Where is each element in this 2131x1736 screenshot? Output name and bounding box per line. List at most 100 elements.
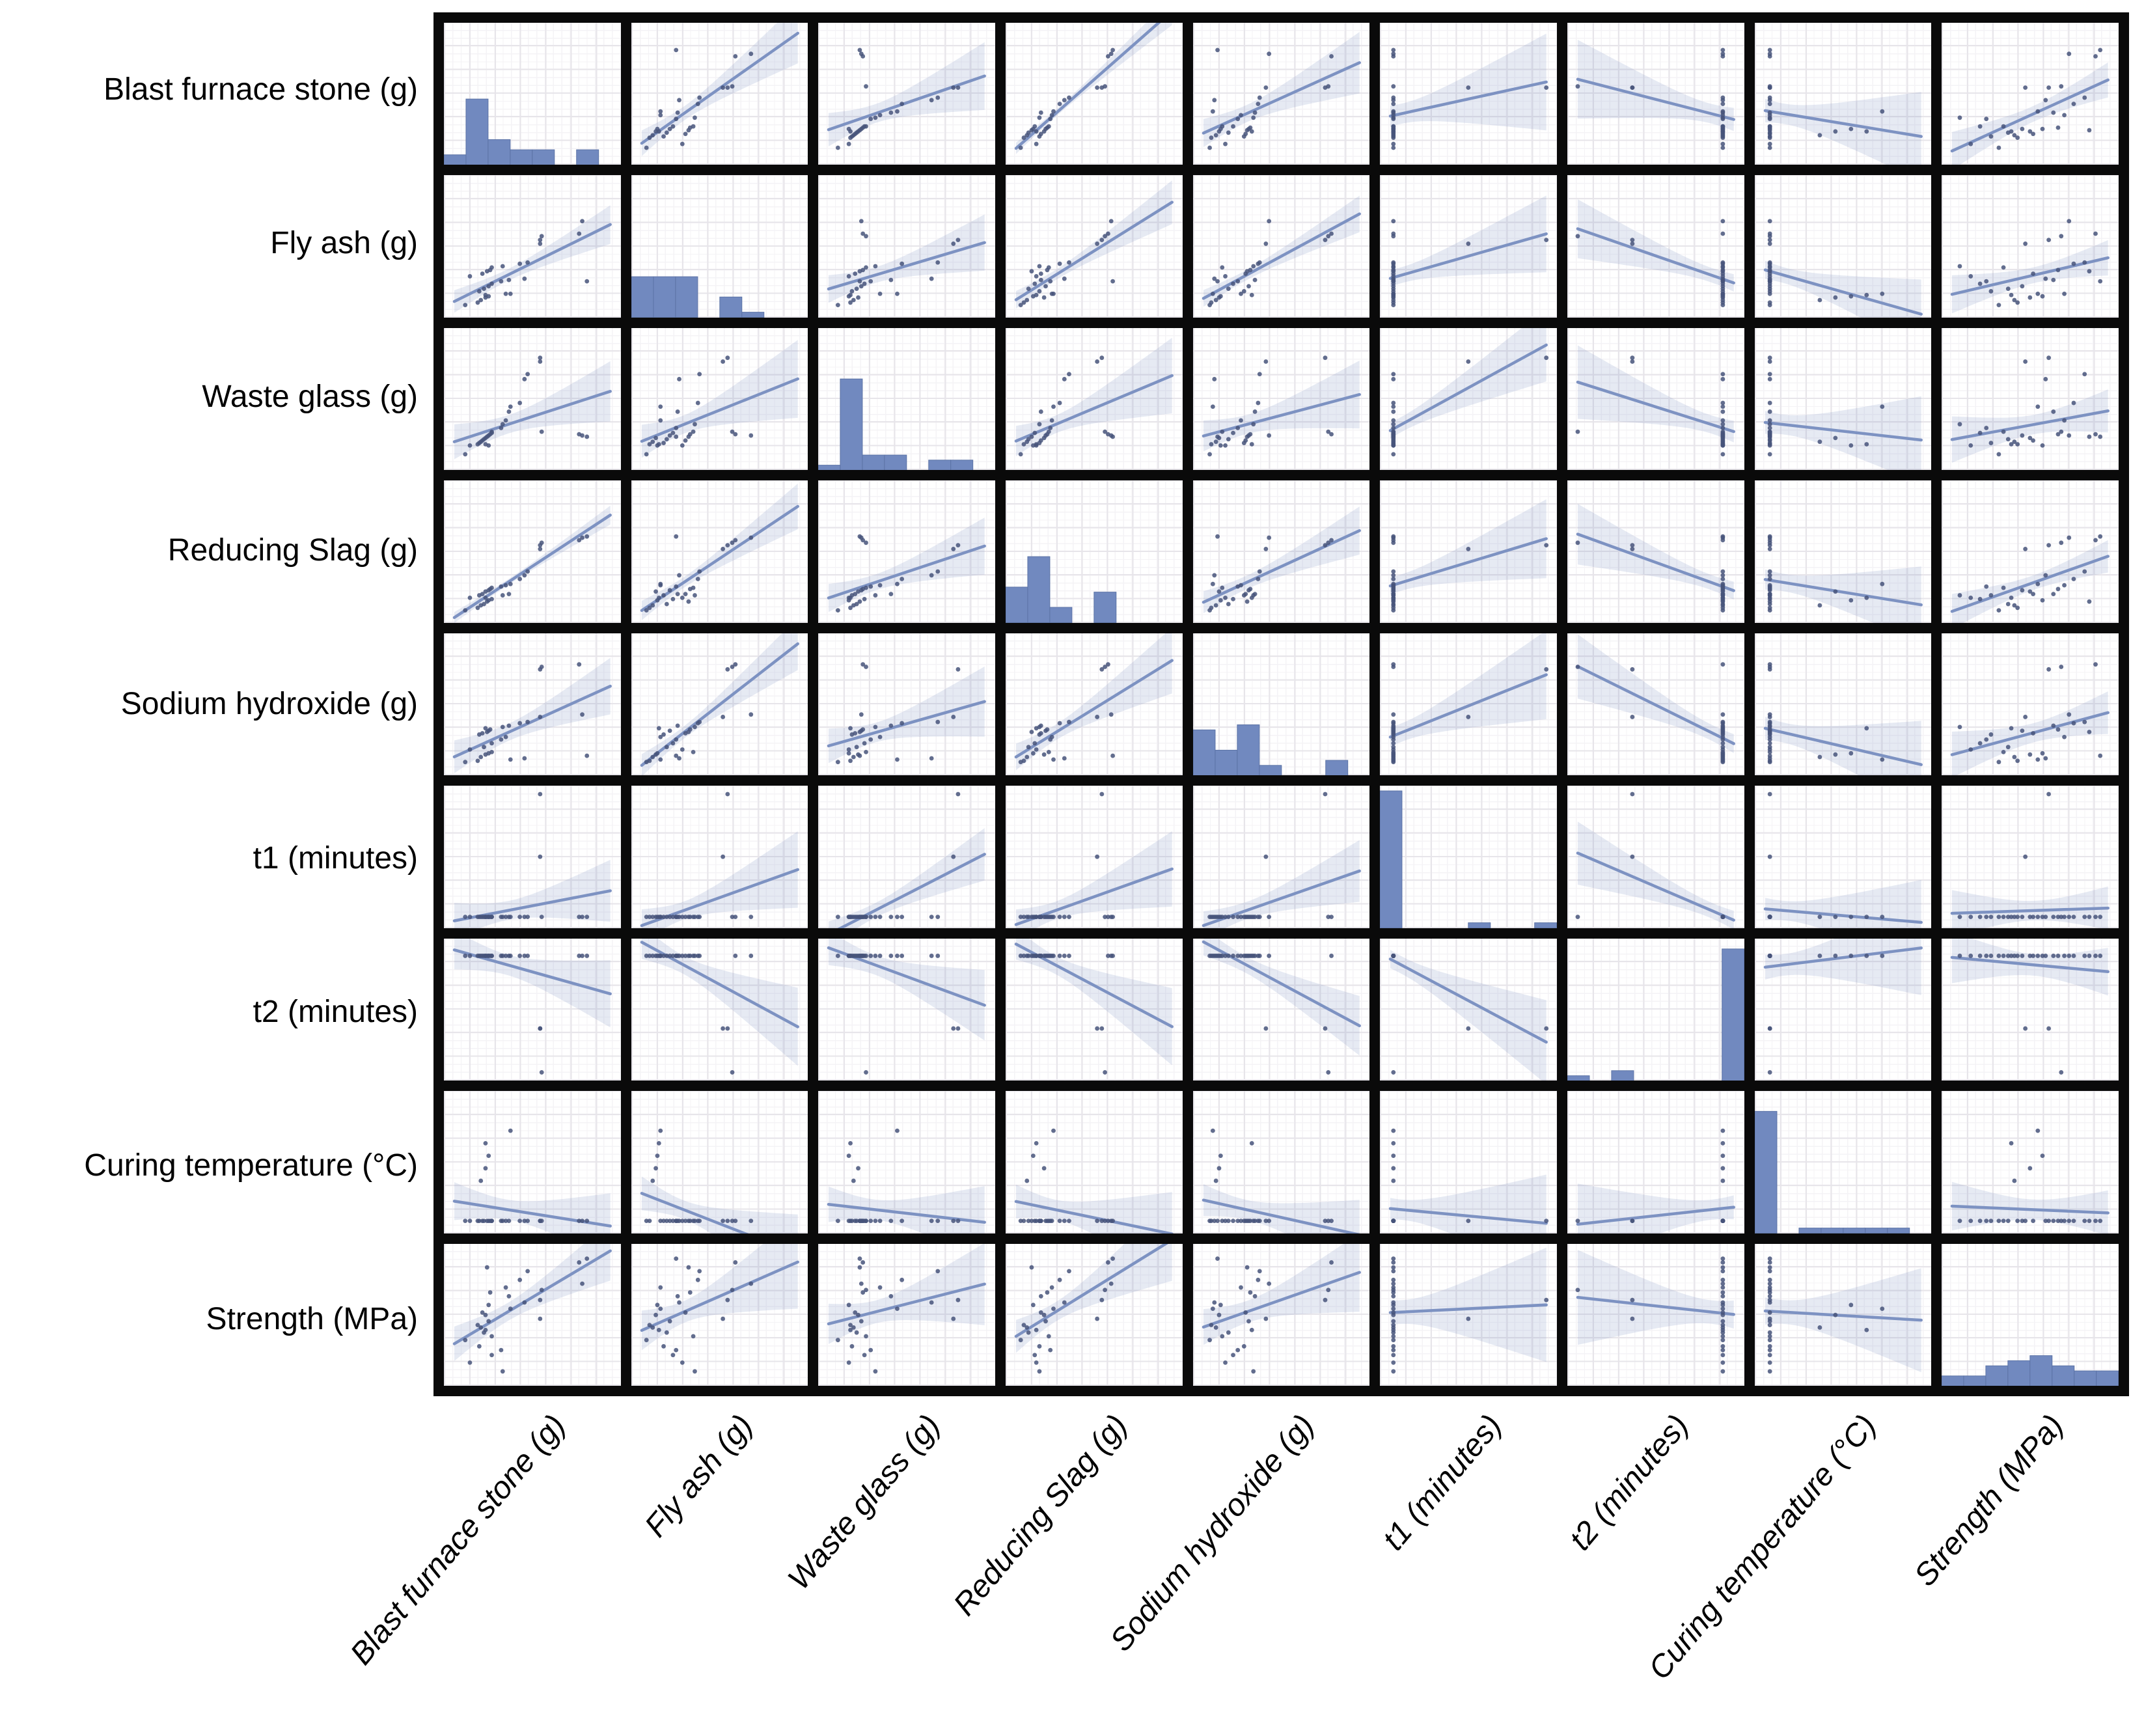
scatter-plot xyxy=(631,23,808,165)
matrix-grid xyxy=(433,12,2129,1396)
cell-reducing-slag-vs-blast-furnace-stone xyxy=(439,475,626,628)
histogram-plot xyxy=(444,23,621,165)
scatter-plot xyxy=(1005,327,1183,471)
scatter-plot xyxy=(1005,633,1183,776)
scatter-plot xyxy=(1380,938,1557,1081)
scatter-plot xyxy=(444,1091,621,1233)
scatter-plot xyxy=(1754,327,1932,471)
cell-fly-ash-vs-fly-ash xyxy=(626,170,814,323)
scatter-plot xyxy=(1567,23,1744,165)
scatter-plot xyxy=(1005,938,1183,1081)
row-label-t2: t2 (minutes) xyxy=(253,994,418,1029)
scatter-plot xyxy=(1380,1091,1557,1233)
cell-curing-temperature-vs-reducing-slag xyxy=(1000,1086,1188,1239)
scatter-plot xyxy=(1192,1243,1370,1386)
cell-t1-vs-reducing-slag xyxy=(1000,780,1188,933)
scatter-plot xyxy=(631,786,808,928)
col-label-sodium-hydroxide: Sodium hydroxide (g) xyxy=(1104,1408,1321,1659)
scatter-plot xyxy=(818,938,995,1081)
row-label-blast-furnace-stone: Blast furnace stone (g) xyxy=(103,72,418,107)
scatter-plot xyxy=(631,327,808,471)
scatter-plot xyxy=(1942,938,2119,1081)
cell-strength-vs-strength xyxy=(1936,1238,2124,1391)
cell-blast-furnace-stone-vs-t1 xyxy=(1375,18,1562,171)
scatter-plot xyxy=(1380,1243,1557,1386)
scatter-plot xyxy=(1192,1091,1370,1233)
scatter-plot xyxy=(1192,786,1370,928)
row-label-fly-ash: Fly ash (g) xyxy=(270,225,418,260)
scatter-plot xyxy=(444,175,621,318)
cell-waste-glass-vs-t2 xyxy=(1561,322,1750,476)
row-label-curing-temperature: Curing temperature (°C) xyxy=(84,1148,418,1183)
scatter-plot xyxy=(631,938,808,1081)
scatter-plot xyxy=(631,1243,808,1386)
cell-fly-ash-vs-blast-furnace-stone xyxy=(439,170,626,323)
scatter-plot xyxy=(818,786,995,928)
cell-curing-temperature-vs-curing-temperature xyxy=(1749,1086,1937,1239)
scatter-plot xyxy=(1567,327,1744,471)
cell-fly-ash-vs-reducing-slag xyxy=(1000,170,1188,323)
cell-waste-glass-vs-fly-ash xyxy=(626,322,814,476)
scatter-plot xyxy=(1380,633,1557,776)
cell-reducing-slag-vs-strength xyxy=(1936,475,2124,628)
scatter-plot xyxy=(1942,327,2119,471)
cell-curing-temperature-vs-waste-glass xyxy=(813,1086,1000,1239)
scatter-plot xyxy=(1380,480,1557,623)
cell-t2-vs-blast-furnace-stone xyxy=(439,933,626,1086)
row-label-strength: Strength (MPa) xyxy=(206,1302,418,1337)
cell-waste-glass-vs-t1 xyxy=(1375,322,1562,476)
cell-waste-glass-vs-strength xyxy=(1936,322,2124,476)
scatter-plot xyxy=(631,480,808,623)
cell-strength-vs-waste-glass xyxy=(813,1238,1000,1391)
cell-sodium-hydroxide-vs-waste-glass xyxy=(813,627,1000,781)
col-label-t1: t1 (minutes) xyxy=(1376,1408,1509,1557)
scatter-plot xyxy=(1005,1091,1183,1233)
scatter-plot xyxy=(444,786,621,928)
cell-strength-vs-sodium-hydroxide xyxy=(1187,1238,1375,1391)
cell-strength-vs-blast-furnace-stone xyxy=(439,1238,626,1391)
scatter-plot xyxy=(818,23,995,165)
cell-blast-furnace-stone-vs-t2 xyxy=(1561,18,1750,171)
histogram-plot xyxy=(1380,786,1557,928)
cell-fly-ash-vs-t1 xyxy=(1375,170,1562,323)
scatter-plot xyxy=(1942,480,2119,623)
histogram-plot xyxy=(818,327,995,471)
cell-reducing-slag-vs-reducing-slag xyxy=(1000,475,1188,628)
cell-t1-vs-t1 xyxy=(1375,780,1562,933)
scatter-plot xyxy=(1567,480,1744,623)
scatter-plot xyxy=(1192,175,1370,318)
scatter-plot xyxy=(1754,938,1932,1081)
cell-blast-furnace-stone-vs-sodium-hydroxide xyxy=(1187,18,1375,171)
cell-t1-vs-curing-temperature xyxy=(1749,780,1937,933)
scatter-plot xyxy=(1754,23,1932,165)
cell-waste-glass-vs-waste-glass xyxy=(813,322,1000,476)
cell-t2-vs-curing-temperature xyxy=(1749,933,1937,1086)
row-label-sodium-hydroxide: Sodium hydroxide (g) xyxy=(120,687,418,722)
cell-waste-glass-vs-curing-temperature xyxy=(1749,322,1937,476)
cell-t1-vs-sodium-hydroxide xyxy=(1187,780,1375,933)
scatter-plot xyxy=(1567,633,1744,776)
cell-fly-ash-vs-sodium-hydroxide xyxy=(1187,170,1375,323)
scatter-plot xyxy=(1005,786,1183,928)
col-label-blast-furnace-stone: Blast furnace stone (g) xyxy=(344,1408,573,1672)
cell-t2-vs-sodium-hydroxide xyxy=(1187,933,1375,1086)
cell-strength-vs-reducing-slag xyxy=(1000,1238,1188,1391)
scatter-plot xyxy=(1754,480,1932,623)
scatter-plot xyxy=(818,633,995,776)
cell-reducing-slag-vs-fly-ash xyxy=(626,475,814,628)
cell-fly-ash-vs-waste-glass xyxy=(813,170,1000,323)
cell-fly-ash-vs-curing-temperature xyxy=(1749,170,1937,323)
cell-blast-furnace-stone-vs-blast-furnace-stone xyxy=(439,18,626,171)
cell-curing-temperature-vs-sodium-hydroxide xyxy=(1187,1086,1375,1239)
scatter-plot xyxy=(631,633,808,776)
cell-sodium-hydroxide-vs-fly-ash xyxy=(626,627,814,781)
histogram-plot xyxy=(1192,633,1370,776)
histogram-plot xyxy=(1005,480,1183,623)
scatter-plot xyxy=(1942,175,2119,318)
cell-t2-vs-waste-glass xyxy=(813,933,1000,1086)
scatter-plot xyxy=(444,938,621,1081)
scatter-plot xyxy=(1942,633,2119,776)
scatter-plot xyxy=(1942,786,2119,928)
cell-sodium-hydroxide-vs-curing-temperature xyxy=(1749,627,1937,781)
